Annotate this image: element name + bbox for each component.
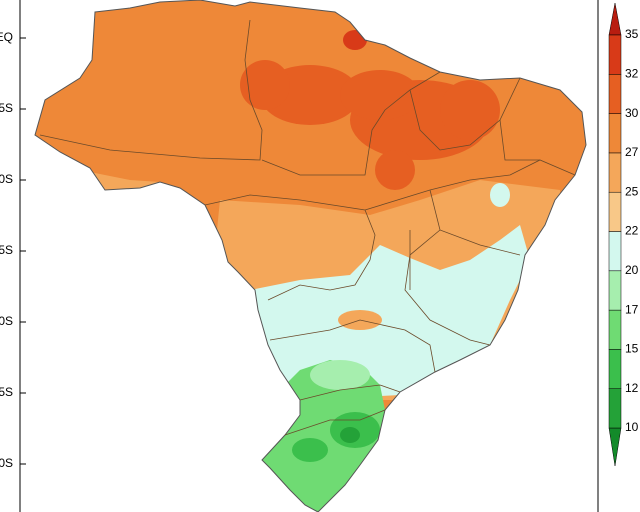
- colorbar-label: 12: [625, 381, 639, 395]
- colorbar-segment: [608, 349, 622, 389]
- zone: [250, 225, 530, 400]
- colorbar-label: 10: [625, 420, 639, 434]
- colorbar-segment: [608, 231, 622, 272]
- colorbar-triangle: [608, 2, 622, 36]
- lat-label: 10S: [0, 172, 13, 186]
- zone: [310, 360, 370, 390]
- colorbar-label: 30: [625, 106, 639, 120]
- temperature-field: [35, 0, 586, 512]
- colorbar-triangle: [608, 427, 622, 467]
- colorbar-segment: [608, 113, 622, 154]
- colorbar-segment: [608, 34, 622, 75]
- zone: [440, 80, 500, 140]
- lat-label: 5S: [0, 101, 13, 115]
- lat-label: 30S: [0, 456, 13, 470]
- colorbar: 10 12 15 17 20 22 25 27 30 32 35: [608, 2, 639, 467]
- colorbar-label: 20: [625, 263, 639, 277]
- zone: [340, 70, 420, 120]
- zone: [343, 30, 367, 50]
- zone: [240, 60, 290, 110]
- colorbar-label: 27: [625, 145, 639, 159]
- lat-label: 20S: [0, 314, 13, 328]
- latitude-axis: EQ 5S 10S 15S 20S 25S 30S: [0, 30, 26, 470]
- lat-label: EQ: [0, 30, 13, 44]
- state-borders: [39, 19, 576, 436]
- zone: [340, 427, 360, 443]
- lat-label: 15S: [0, 243, 13, 257]
- colorbar-label: 15: [625, 342, 639, 356]
- lat-label: 25S: [0, 385, 13, 399]
- colorbar-segment: [608, 270, 622, 311]
- zone: [375, 150, 415, 190]
- colorbar-segment: [608, 388, 622, 429]
- colorbar-label: 22: [625, 224, 639, 238]
- colorbar-label: 32: [625, 66, 639, 80]
- colorbar-label: 35: [625, 27, 639, 41]
- colorbar-segment: [608, 74, 622, 114]
- zone: [292, 438, 328, 462]
- colorbar-label: 17: [625, 302, 639, 316]
- colorbar-label: 25: [625, 184, 639, 198]
- zone: [490, 183, 510, 207]
- colorbar-segment: [608, 309, 622, 350]
- colorbar-segment: [608, 191, 622, 232]
- colorbar-segment: [608, 152, 622, 193]
